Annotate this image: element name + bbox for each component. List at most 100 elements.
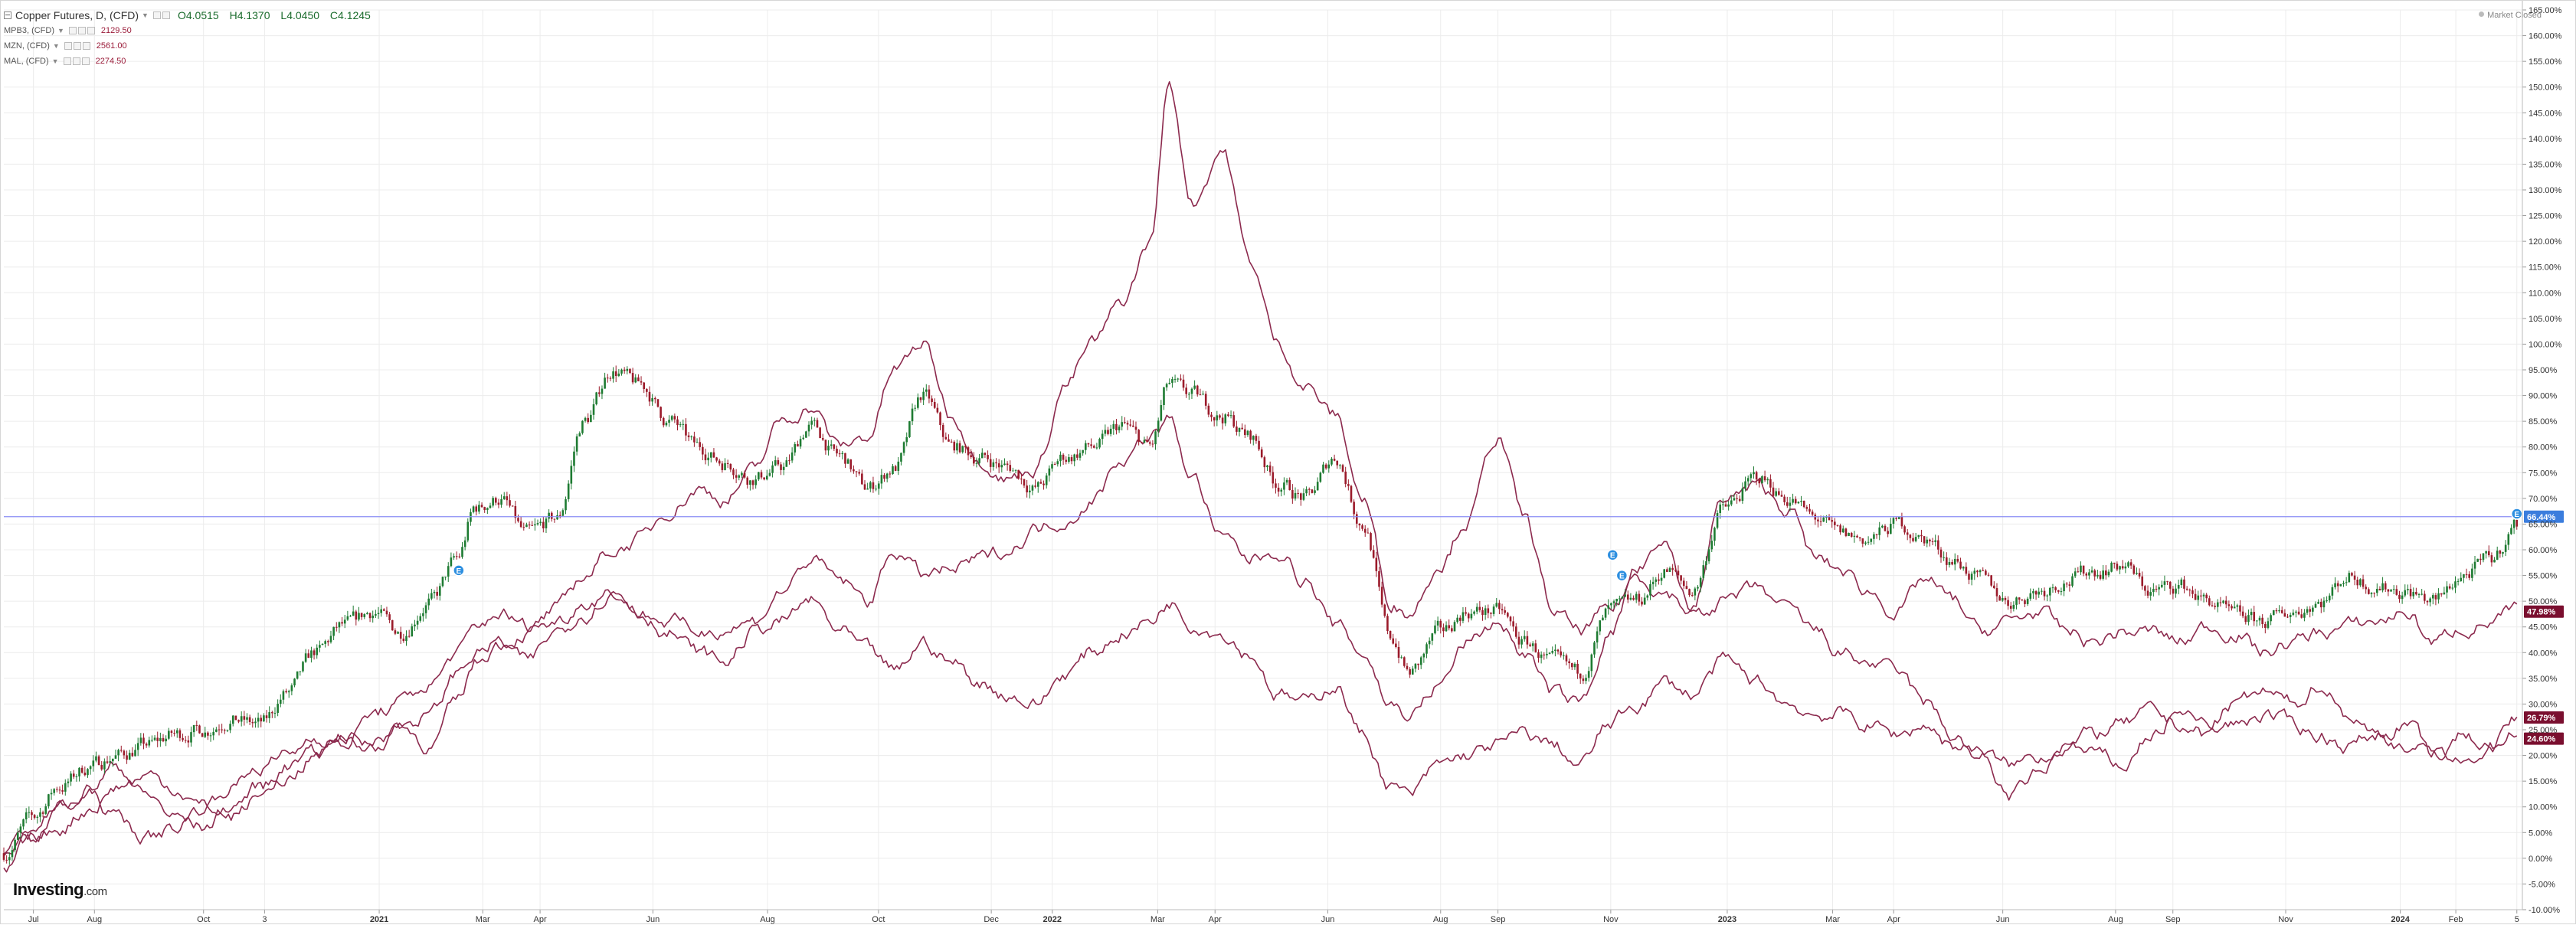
candle-body [958,443,961,453]
candle-body [1716,513,1719,528]
candle-body [2270,615,2272,622]
candle-body [970,455,972,457]
candle-body [1778,491,1780,495]
instrument-title[interactable]: Copper Futures, D, (CFD) [15,8,139,21]
candle-body [2471,568,2473,578]
candle-body [14,839,16,851]
candle-body [1308,489,1311,490]
candle-body [631,373,634,383]
candle-body [922,391,925,400]
caret-down-icon[interactable]: ▼ [51,57,59,65]
candle-body [1272,472,1275,484]
candle-body [175,730,178,734]
candle-body [2172,588,2175,594]
caret-down-icon[interactable]: ▼ [57,27,64,34]
caret-down-icon[interactable]: ▼ [142,11,149,19]
candle-body [1207,405,1210,415]
candle-body [936,407,939,413]
candle-body [1129,424,1131,426]
candle-body [598,392,601,394]
ohlc-values: O4.0515 H4.1370 L4.0450 C4.1245 [178,9,378,21]
candle-body [1204,394,1207,406]
candle-body [950,441,953,443]
candle-body [973,456,975,464]
hide-icon[interactable] [73,42,81,50]
candle-body [1724,504,1727,507]
x-tick-label: 2022 [1043,915,1062,924]
hide-icon[interactable] [162,11,170,19]
candle-body [209,735,212,737]
candle-body [2136,573,2138,574]
candle-body [2233,606,2236,609]
candle-body [805,431,807,438]
candle-body [494,498,497,503]
hide-icon[interactable] [77,27,86,34]
candle-body [1148,442,1151,444]
candle-body [383,609,385,611]
candle-body [1512,621,1514,627]
compare-name[interactable]: MPB3, (CFD) [4,26,54,35]
candle-body [341,622,343,624]
candle-body [1585,678,1587,681]
compare-name[interactable]: MZN, (CFD) [4,41,50,51]
legend-compare-2[interactable]: MZN, (CFD) ▼ 2561.00 [4,38,378,54]
candle-body [1045,475,1048,485]
candle-body [2074,571,2077,577]
candle-body [1146,440,1148,443]
candle-body [2275,610,2278,612]
candle-body [1848,532,1850,536]
compare-name[interactable]: MAL, (CFD) [4,57,49,66]
caret-down-icon[interactable]: ▼ [52,42,60,50]
settings-icon[interactable] [68,27,77,34]
candle-body [455,556,458,557]
candle-body [1344,471,1347,485]
settings-icon[interactable] [64,42,72,50]
candle-body [2261,617,2263,624]
candle-body [380,609,382,613]
candle-body [1811,512,1814,515]
candle-body [168,731,170,739]
candle-body [321,643,324,646]
candle-body [673,416,676,420]
candle-body [1258,440,1260,449]
x-tick-label: Jun [1996,915,2010,924]
candle-body [2496,551,2499,560]
legend-compare-1[interactable]: MPB3, (CFD) ▼ 2129.50 [4,23,378,38]
candle-body [1682,580,1685,587]
collapse-icon[interactable] [4,11,11,19]
hide-icon[interactable] [72,57,80,65]
legend-main[interactable]: Copper Futures, D, (CFD) ▼ O4.0515 H4.13… [4,7,378,23]
legend-compare-3[interactable]: MAL, (CFD) ▼ 2274.50 [4,54,378,69]
candle-body [1884,525,1887,531]
candle-body [2082,565,2085,574]
candle-body [995,462,997,464]
candle-body [1873,534,1875,539]
candle-body [980,453,984,459]
candle-body [1560,651,1562,655]
close-icon[interactable] [82,42,90,50]
candle-body [718,460,721,464]
candle-body [2278,610,2280,612]
price-tag [2524,510,2564,523]
settings-icon[interactable] [63,57,71,65]
candle-body [139,737,142,744]
close-icon[interactable] [81,57,90,65]
candle-body [377,613,380,614]
candle-body [1163,387,1165,406]
candle-body [472,506,475,512]
candle-body [553,518,556,520]
close-icon[interactable] [87,27,95,34]
candle-body [2309,609,2312,612]
candle-body [1890,524,1892,534]
candle-body [106,761,109,763]
candle-body [2236,605,2239,607]
settings-icon[interactable] [152,11,161,19]
high-value: H4.1370 [229,8,270,21]
candle-body [729,464,732,470]
price-tag-label: 24.60% [2527,735,2556,744]
candle-body [810,420,813,425]
candle-body [1727,504,1730,507]
candle-body [1741,488,1744,502]
